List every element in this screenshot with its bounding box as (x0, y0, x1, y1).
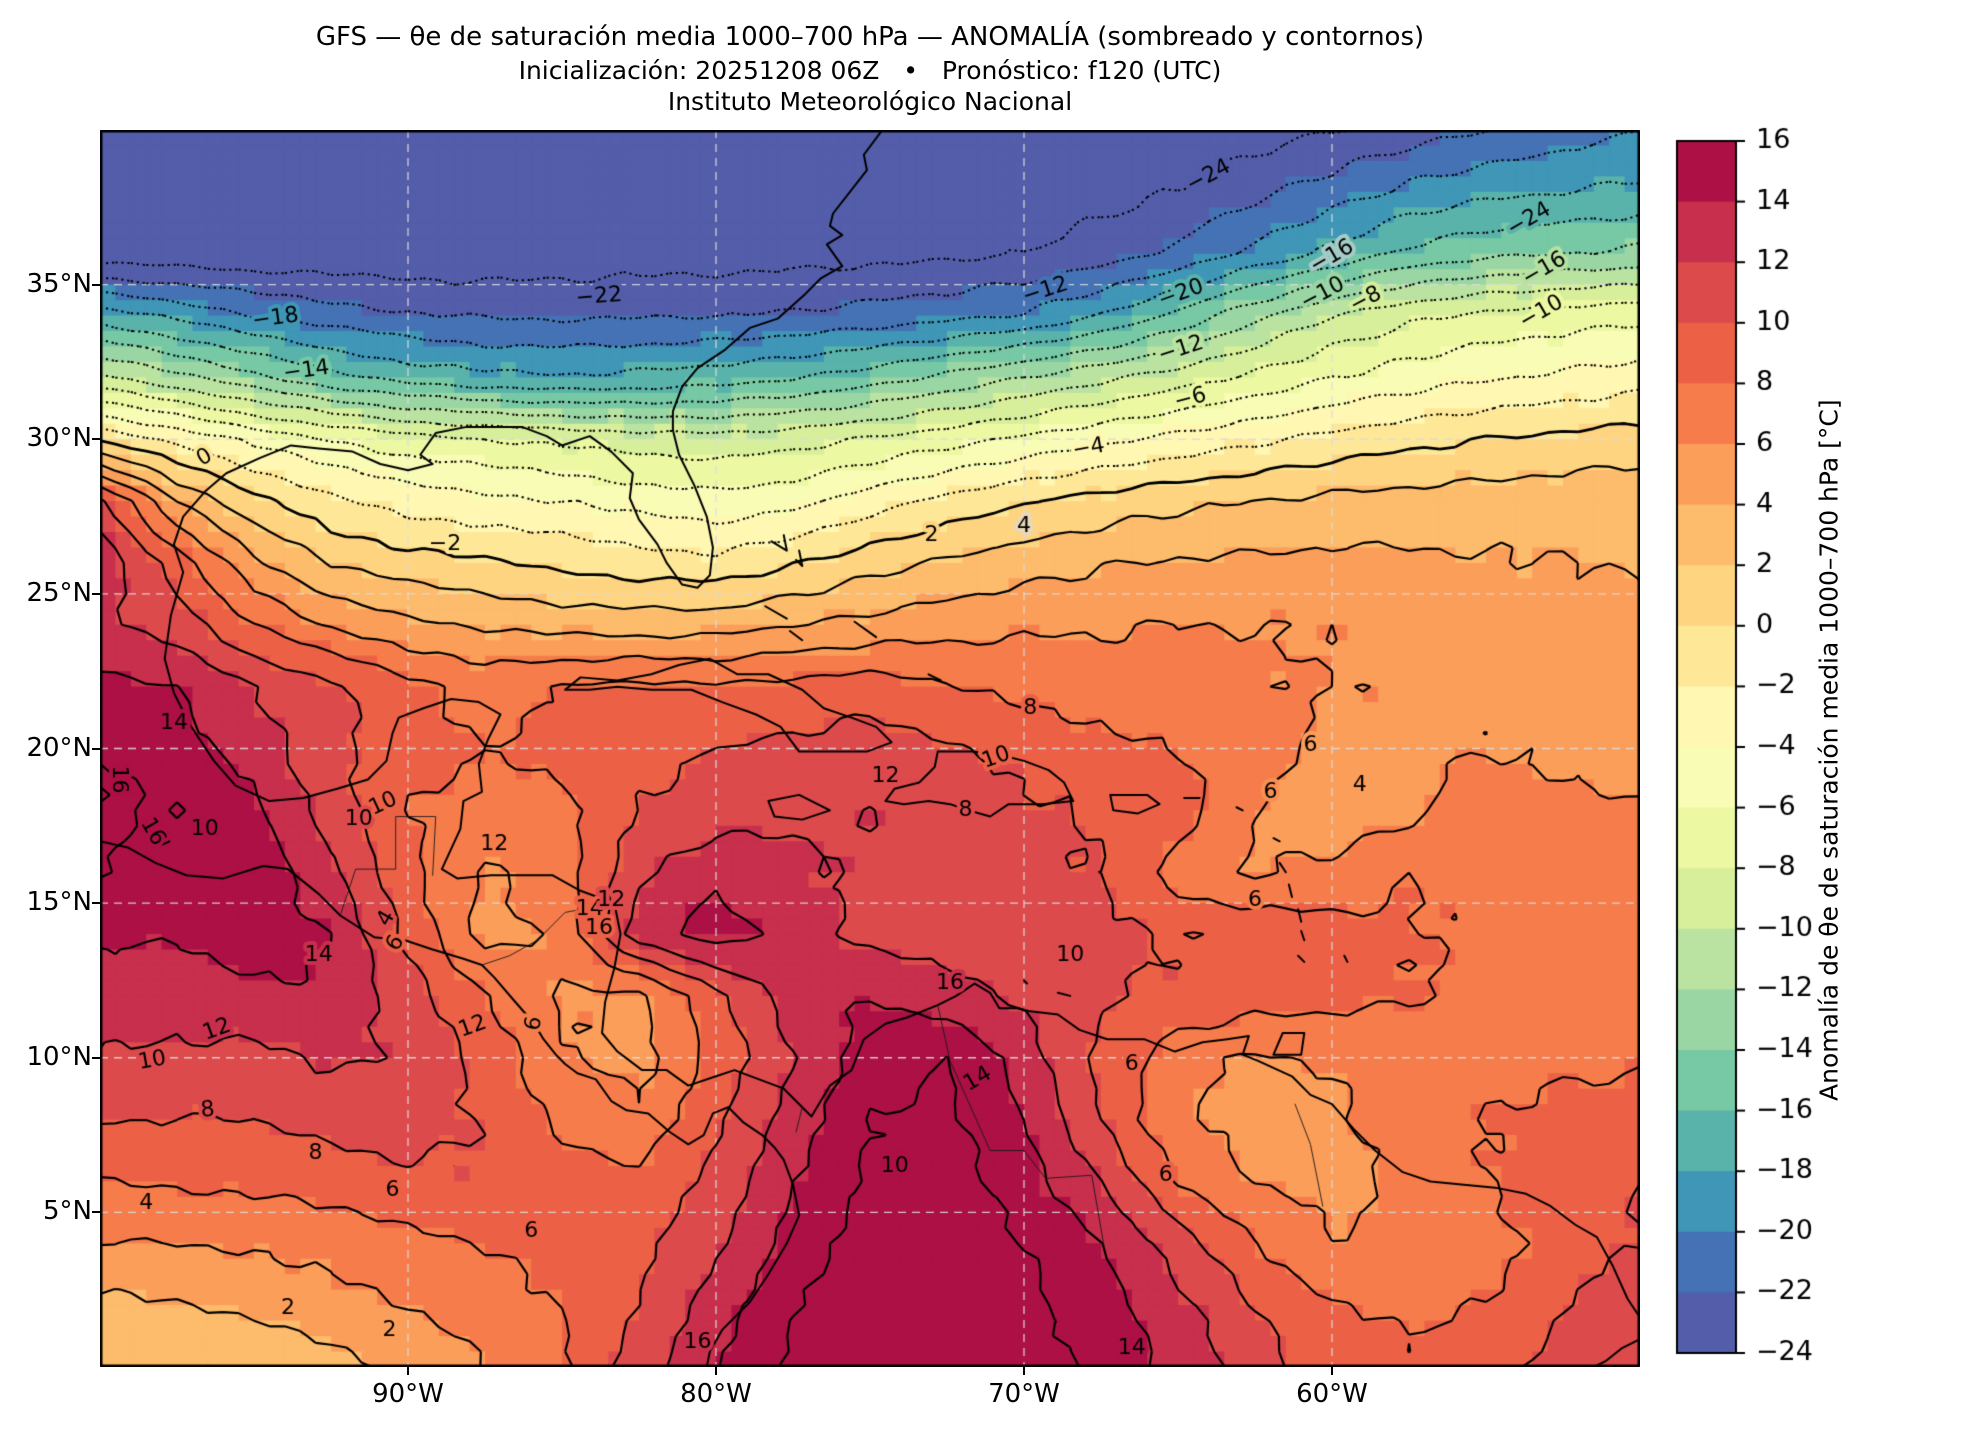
chart-institution: Instituto Meteorológico Nacional (667, 87, 1073, 116)
colorbar-title: Anomalía de θe de saturación media 1000–… (1814, 399, 1844, 1101)
chart-title: GFS — θe de saturación media 1000–700 hP… (315, 22, 1425, 52)
x-tick-label: 90°W (372, 1379, 444, 1409)
chart-subtitle: Inicialización: 20251208 06Z • Pronóstic… (518, 56, 1222, 85)
y-tick-mark (92, 1056, 100, 1059)
x-tick-mark (1331, 1367, 1333, 1375)
y-tick-label: 5°N (43, 1196, 92, 1227)
x-tick-mark (1023, 1367, 1025, 1375)
map-canvas (100, 130, 1640, 1367)
y-tick-label: 15°N (26, 887, 92, 918)
x-tick-label: 70°W (988, 1379, 1060, 1409)
y-tick-label: 35°N (26, 268, 92, 299)
x-tick-label: 80°W (680, 1379, 752, 1409)
y-tick-label: 10°N (26, 1041, 92, 1072)
y-tick-mark (92, 592, 100, 595)
y-tick-label: 30°N (26, 423, 92, 454)
y-tick-label: 20°N (26, 732, 92, 763)
y-tick-mark (92, 747, 100, 750)
x-tick-mark (407, 1367, 409, 1375)
y-tick-mark (92, 283, 100, 286)
x-tick-mark (715, 1367, 717, 1375)
y-tick-mark (92, 1211, 100, 1214)
y-tick-label: 25°N (26, 577, 92, 608)
y-tick-mark (92, 438, 100, 441)
x-tick-label: 60°W (1296, 1379, 1368, 1409)
y-tick-mark (92, 902, 100, 905)
colorbar (1640, 120, 1860, 1380)
